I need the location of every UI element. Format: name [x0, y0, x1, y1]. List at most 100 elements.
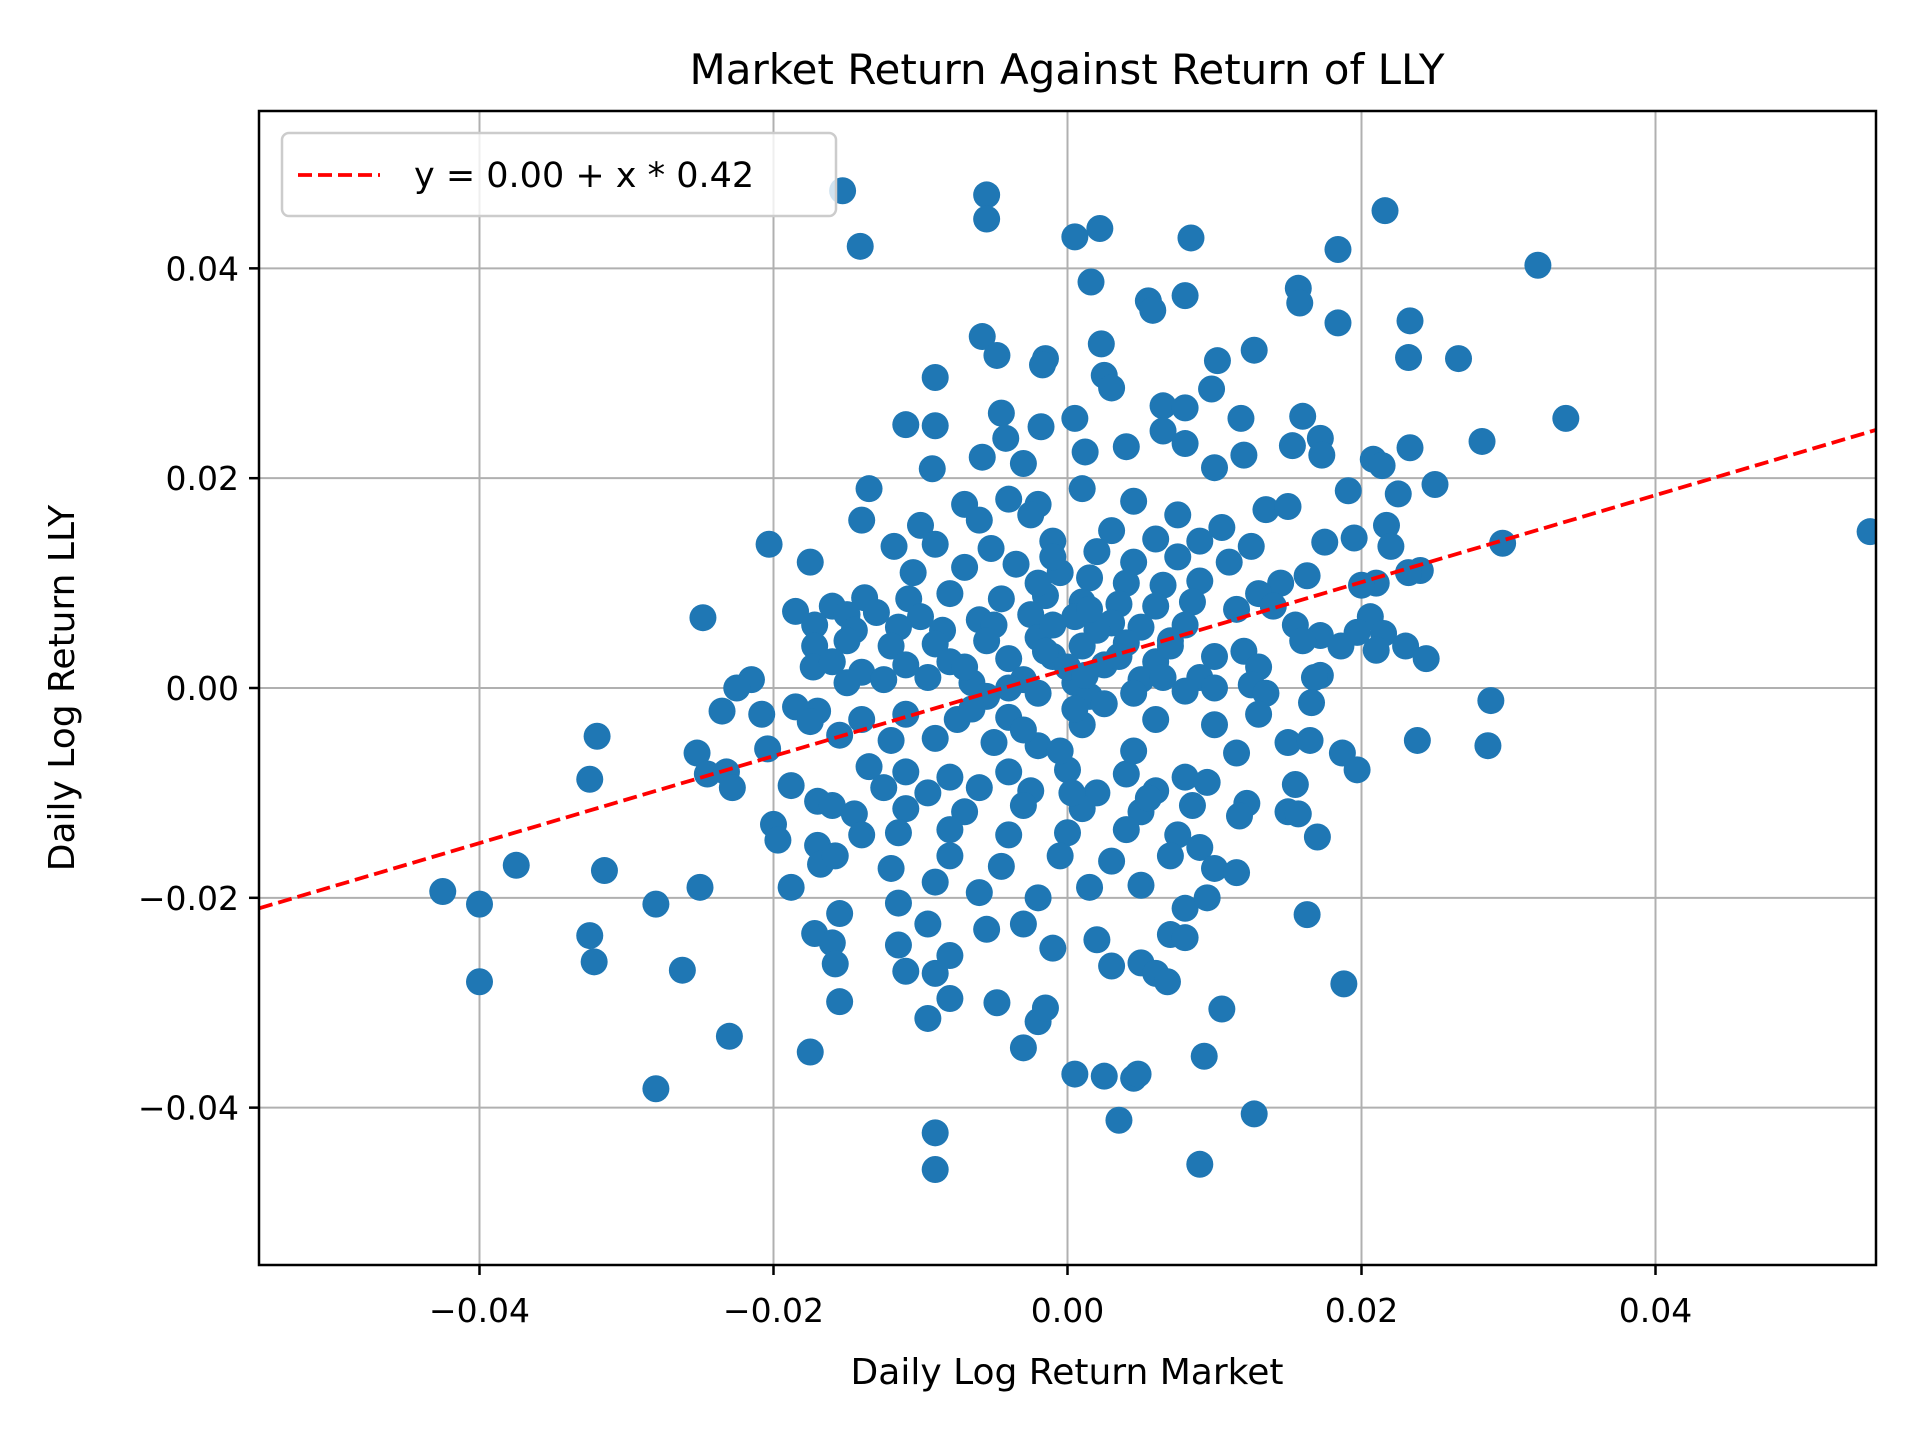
data-point	[1298, 689, 1326, 717]
data-point	[1296, 726, 1324, 754]
data-point	[576, 922, 604, 950]
x-tick-label: −0.04	[429, 1291, 530, 1330]
data-point	[965, 879, 993, 907]
data-point	[1171, 677, 1199, 705]
data-point	[1324, 235, 1352, 263]
data-point	[914, 664, 942, 692]
data-point	[1171, 763, 1199, 791]
data-point	[590, 857, 618, 885]
data-point	[1142, 592, 1170, 620]
data-point	[1027, 413, 1055, 441]
data-point	[1524, 251, 1552, 279]
data-point	[1178, 791, 1206, 819]
data-point	[1076, 595, 1104, 623]
data-point	[642, 890, 670, 918]
data-point	[1223, 739, 1251, 767]
data-point	[1468, 427, 1496, 455]
data-point	[870, 774, 898, 802]
data-point	[1149, 571, 1177, 599]
data-point	[801, 611, 829, 639]
data-point	[1061, 223, 1089, 251]
data-point	[826, 900, 854, 928]
data-point	[818, 648, 846, 676]
data-point	[1017, 601, 1045, 629]
data-point	[877, 854, 905, 882]
data-point	[1098, 847, 1126, 875]
data-point	[1139, 296, 1167, 324]
data-point	[1237, 532, 1265, 560]
data-point	[715, 1022, 743, 1050]
y-axis-label: Daily Log Return LLY	[42, 504, 83, 872]
data-point	[818, 791, 846, 819]
data-point	[1031, 994, 1059, 1022]
data-point	[1098, 374, 1126, 402]
data-point	[1164, 543, 1192, 571]
data-point	[1293, 562, 1321, 590]
data-point	[1193, 884, 1221, 912]
data-point	[686, 873, 714, 901]
data-point	[995, 758, 1023, 786]
data-point	[1208, 513, 1236, 541]
data-point	[958, 695, 986, 723]
data-point	[1284, 800, 1312, 828]
data-point	[855, 753, 883, 781]
data-point	[987, 852, 1015, 880]
data-point	[1186, 833, 1214, 861]
data-point	[1372, 511, 1400, 539]
data-point	[1142, 525, 1170, 553]
data-point	[918, 455, 946, 483]
data-point	[936, 763, 964, 791]
data-point	[1077, 268, 1105, 296]
data-point	[1392, 632, 1420, 660]
data-point	[1324, 309, 1352, 337]
data-point	[1201, 454, 1228, 482]
data-point	[642, 1075, 670, 1103]
data-point	[1142, 705, 1170, 733]
data-point	[1171, 924, 1199, 952]
data-point	[833, 669, 861, 697]
data-point	[1068, 632, 1096, 660]
data-point	[1086, 214, 1114, 242]
data-point	[1071, 438, 1099, 466]
data-point	[580, 948, 608, 976]
data-point	[892, 758, 920, 786]
data-point	[1278, 432, 1306, 460]
data-point	[921, 868, 949, 896]
data-point	[1171, 894, 1199, 922]
data-point	[914, 910, 942, 938]
data-point	[1186, 1150, 1214, 1178]
data-point	[1225, 802, 1253, 830]
data-point	[801, 632, 829, 660]
data-point	[1252, 496, 1280, 524]
data-point	[1190, 1042, 1218, 1070]
x-tick-label: 0.02	[1325, 1291, 1398, 1330]
data-point	[884, 931, 912, 959]
data-point	[796, 1038, 824, 1066]
data-point	[1208, 995, 1236, 1023]
data-point	[1120, 737, 1148, 765]
data-point	[718, 774, 746, 802]
data-point	[1039, 611, 1067, 639]
data-point	[576, 765, 604, 793]
data-point	[892, 651, 920, 679]
data-point	[1029, 351, 1057, 379]
data-point	[1083, 926, 1111, 954]
data-point	[821, 950, 849, 978]
data-point	[1330, 970, 1358, 998]
data-point	[1171, 282, 1199, 310]
data-point	[1178, 588, 1206, 616]
data-point	[1009, 1034, 1037, 1062]
data-point	[1274, 493, 1302, 521]
data-point	[921, 363, 949, 391]
data-point	[840, 800, 868, 828]
data-point	[777, 772, 805, 800]
data-point	[936, 816, 964, 844]
data-point	[848, 705, 876, 733]
data-point	[1396, 307, 1424, 335]
scatter-points	[429, 177, 1876, 1184]
data-point	[708, 697, 736, 725]
data-point	[899, 559, 927, 587]
data-point	[1198, 375, 1226, 403]
x-axis-ticks: −0.04 −0.02 0.00 0.02 0.04	[429, 1265, 1692, 1330]
